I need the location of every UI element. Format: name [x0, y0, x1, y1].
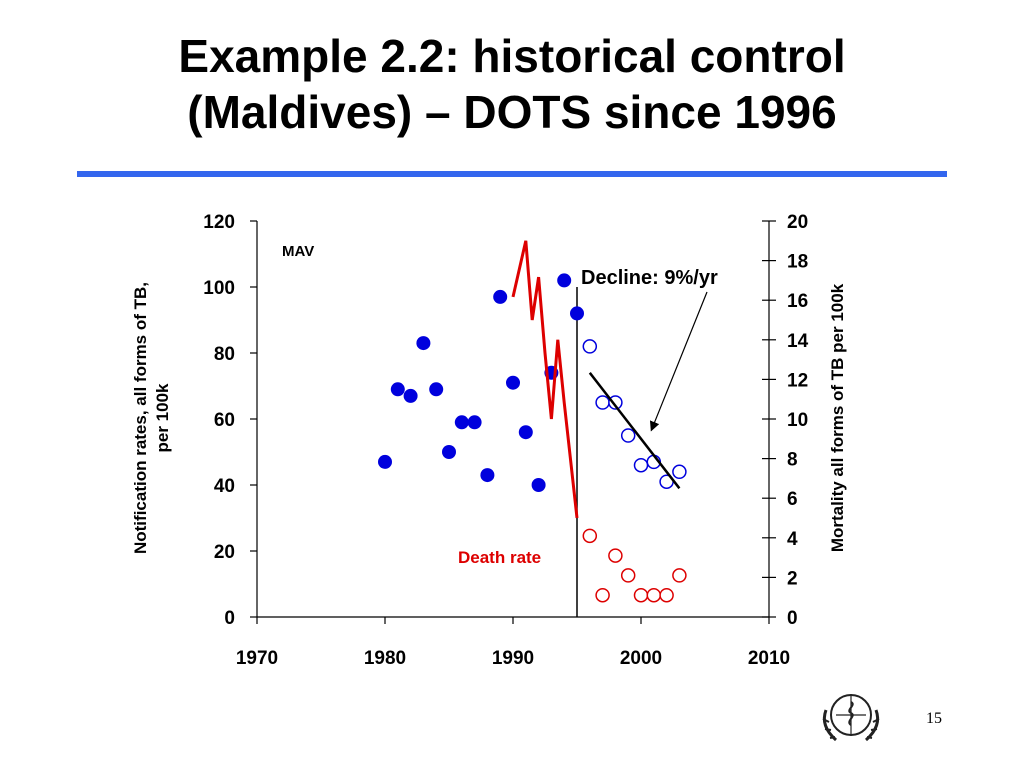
notification-before-dots-point	[557, 273, 572, 288]
notification-before-dots-point	[442, 445, 456, 459]
y-left-tick-label: 80	[214, 344, 235, 365]
y-left-tick-label: 0	[224, 608, 235, 629]
tb-chart: 1970 1980 1990 2000 201002040608010012002468…	[131, 212, 847, 669]
y-left-tick-label: 20	[214, 542, 235, 563]
notification-before-dots-point	[416, 336, 431, 351]
y-right-tick-label: 10	[787, 410, 808, 431]
chart-labels: MAV Decline: 9%/yr Death rate Notificati…	[131, 243, 847, 567]
y-right-tick-label: 18	[787, 252, 808, 273]
notification-before-dots-point	[506, 375, 520, 390]
notification-after-dots-point	[595, 395, 610, 410]
y-axis-right-label: Mortality all forms of TB per 100k	[828, 283, 847, 552]
y-right-tick-label: 12	[787, 370, 808, 391]
y-right-tick-label: 6	[787, 489, 798, 510]
y-axis-left-label-line-1: Notification rates, all forms of TB,	[131, 282, 150, 554]
title-rule	[77, 171, 947, 177]
death-rate-points-point	[659, 587, 674, 603]
notification-before-dots-point	[467, 415, 482, 430]
y-right-tick-label: 16	[787, 291, 808, 312]
y-left-tick-label: 100	[203, 278, 235, 299]
y-right-tick-label: 20	[787, 212, 808, 233]
y-left-tick-label: 40	[214, 476, 235, 497]
death-rate-points-point	[633, 587, 649, 603]
notification-before-dots-point	[480, 468, 495, 483]
y-left-tick-label: 120	[203, 212, 235, 233]
notification-after-dots-point	[608, 395, 623, 410]
title-line-2: (Maldives) – DOTS since 1996	[187, 86, 837, 138]
who-emblem-icon	[822, 694, 880, 742]
notification-before-dots-point	[531, 478, 546, 492]
notification-before-dots-point	[454, 415, 469, 430]
notification-after-dots-point	[620, 428, 636, 443]
notification-before-dots-point	[518, 425, 533, 440]
notification-before-dots-point	[390, 382, 405, 397]
y-right-tick-label: 4	[787, 529, 798, 550]
notification-before-dots-point	[570, 306, 584, 321]
notification-before-dots-point	[378, 454, 392, 469]
title-line-1: Example 2.2: historical control	[178, 30, 846, 82]
y-axis-left-label-line-2: per 100k	[153, 383, 172, 453]
notification-before-dots-point	[493, 289, 508, 304]
page-number: 15	[926, 710, 942, 727]
death-rate-points-point	[608, 548, 623, 563]
death-rate-line	[511, 240, 579, 519]
notification-before-dots-point	[403, 388, 418, 403]
y-right-tick-label: 14	[787, 331, 809, 352]
chart-marks	[378, 240, 708, 617]
death-rate-points-point	[595, 587, 610, 603]
notification-after-dots-point	[582, 339, 598, 354]
y-right-tick-label: 2	[787, 568, 798, 589]
x-tick-label: 2000	[620, 648, 662, 669]
x-tick-label: 1970	[236, 648, 278, 669]
death-rate-points-point	[620, 568, 636, 583]
notification-before-dots-point	[429, 382, 444, 397]
death-rate-annotation: Death rate	[458, 548, 541, 567]
y-axis-left-label: Notification rates, all forms of TB, per …	[131, 282, 172, 554]
death-rate-points-point	[582, 528, 598, 544]
trend-line	[588, 372, 681, 490]
decline-annotation: Decline: 9%/yr	[581, 267, 718, 289]
notification-after-dots-point	[672, 464, 687, 480]
x-tick-label: 2010	[748, 648, 790, 669]
death-rate-points-point	[672, 568, 687, 583]
death-rate-points-point	[646, 587, 662, 603]
y-left-tick-label: 60	[214, 410, 235, 431]
decline-arrow	[649, 291, 708, 432]
y-right-tick-label: 0	[787, 608, 798, 629]
country-code-label: MAV	[282, 243, 314, 260]
axes: 1970 1980 1990 2000 201002040608010012002468…	[203, 212, 808, 669]
y-right-tick-label: 8	[787, 450, 798, 471]
x-tick-label: 1980	[364, 648, 406, 669]
slide-title: Example 2.2: historical control (Maldive…	[0, 28, 1024, 140]
notification-after-dots-point	[633, 457, 649, 473]
x-tick-label: 1990	[492, 648, 534, 669]
